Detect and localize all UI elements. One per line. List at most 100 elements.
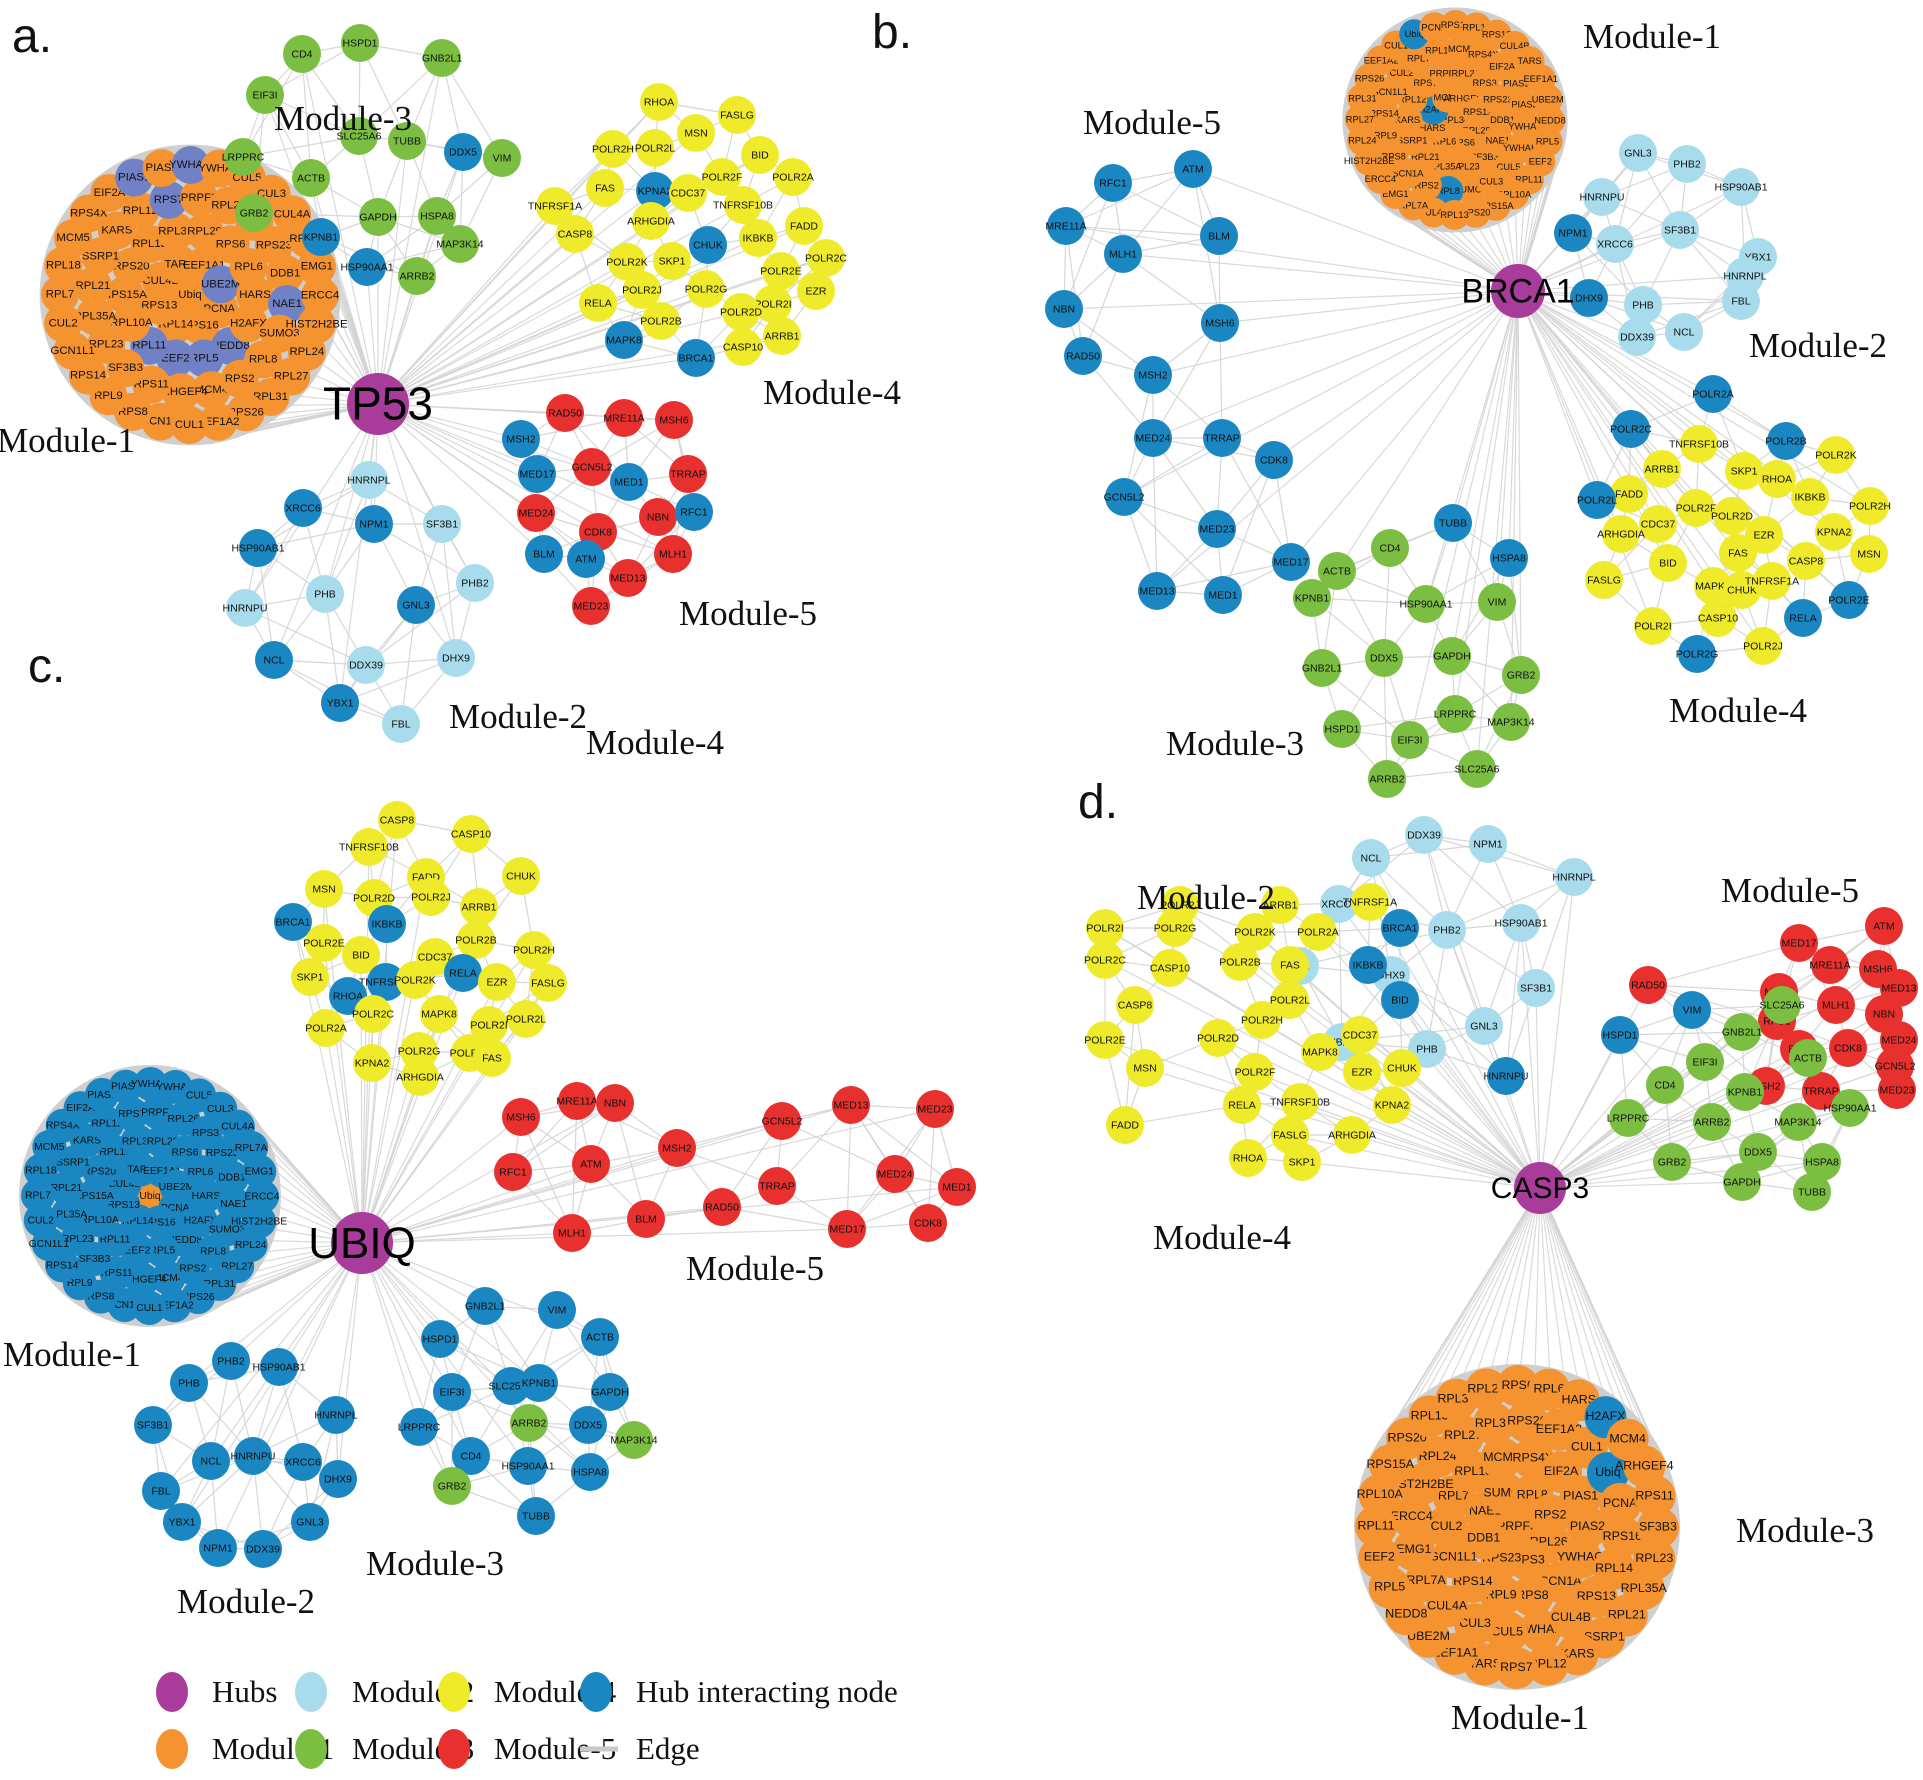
node-FBL[interactable] <box>1722 282 1760 320</box>
node-POLR2G[interactable] <box>1678 635 1716 673</box>
node-GCN5L2[interactable] <box>763 1102 801 1140</box>
node-POLR2E[interactable] <box>305 924 343 962</box>
node-XRCC6[interactable] <box>284 1443 322 1481</box>
node-DDX39[interactable] <box>244 1530 282 1568</box>
node-RFC1[interactable] <box>1094 164 1132 202</box>
node-TNFRSF1A[interactable] <box>1753 562 1791 600</box>
node-POLR2C[interactable] <box>354 995 392 1033</box>
node-RPS16[interactable] <box>1601 1515 1644 1558</box>
node-BRCA1[interactable] <box>1381 909 1419 947</box>
node-RPS2[interactable] <box>175 1251 210 1286</box>
node-RHOA[interactable] <box>1229 1139 1267 1177</box>
node-POLR2K[interactable] <box>1236 913 1274 951</box>
node-VIM[interactable] <box>483 139 521 177</box>
node-RPL5[interactable] <box>185 339 224 378</box>
node-SLC25A6[interactable] <box>492 1367 530 1405</box>
node-RELA[interactable] <box>579 284 617 322</box>
node-LRPPRC[interactable] <box>400 1408 438 1446</box>
node-POLR2A[interactable] <box>1299 913 1337 951</box>
node-DDX5[interactable] <box>569 1406 607 1444</box>
node-POLR2E[interactable] <box>1830 581 1868 619</box>
node-CDK8[interactable] <box>1255 441 1293 479</box>
node-NPM1[interactable] <box>1554 214 1592 252</box>
node-SF3B1[interactable] <box>134 1406 172 1444</box>
node-POLR2J[interactable] <box>623 271 661 309</box>
node-MSN[interactable] <box>1850 535 1888 573</box>
node-POLR2D[interactable] <box>722 293 760 331</box>
node-TUBB[interactable] <box>1793 1173 1831 1211</box>
node-PHB[interactable] <box>170 1364 208 1402</box>
node-CASP10[interactable] <box>724 328 762 366</box>
node-ARRB2[interactable] <box>1693 1103 1731 1141</box>
node-ATM[interactable] <box>567 540 605 578</box>
node-MED23[interactable] <box>916 1090 954 1128</box>
node-MED24[interactable] <box>1134 419 1172 457</box>
node-RPS6[interactable] <box>1496 1365 1539 1408</box>
node-NBN[interactable] <box>1045 290 1083 328</box>
node-ARRB2[interactable] <box>510 1404 548 1442</box>
node-SLC25A6[interactable] <box>340 117 378 155</box>
node-POLR2K[interactable] <box>396 961 434 999</box>
node-ARRB1[interactable] <box>460 888 498 926</box>
node-CDC37[interactable] <box>669 174 707 212</box>
node-RPS26[interactable] <box>1505 1400 1548 1443</box>
node-POLR2L[interactable] <box>1271 981 1309 1019</box>
node-RAD50[interactable] <box>703 1188 741 1226</box>
node-PRPF3[interactable] <box>140 1095 175 1130</box>
node-RHOA[interactable] <box>1758 460 1796 498</box>
node-CUL5[interactable] <box>1486 1611 1529 1654</box>
node-RPS7[interactable] <box>149 180 188 219</box>
node-Ubiq[interactable] <box>171 276 209 314</box>
node-CHUK[interactable] <box>689 226 727 264</box>
node-NBN[interactable] <box>596 1084 634 1122</box>
node-MSH2[interactable] <box>502 420 540 458</box>
node-RPL7[interactable] <box>21 1178 56 1213</box>
node-PIAS2[interactable] <box>108 1069 143 1104</box>
node-NCL[interactable] <box>1665 313 1703 351</box>
node-SKP1[interactable] <box>1283 1143 1321 1181</box>
node-POLR2I[interactable] <box>754 285 792 323</box>
node-MAP3K14[interactable] <box>441 225 479 263</box>
node-FASLG[interactable] <box>718 96 756 134</box>
node-EMG1[interactable] <box>1392 1529 1435 1572</box>
node-ARHGDIA[interactable] <box>1333 1116 1371 1154</box>
node-PIAS2[interactable] <box>1509 89 1540 120</box>
node-MSH2[interactable] <box>658 1129 696 1167</box>
node-POLR2H[interactable] <box>594 130 632 168</box>
node-LRPPRC[interactable] <box>1436 695 1474 733</box>
node-POLR2H[interactable] <box>1243 1001 1281 1039</box>
node-MED13[interactable] <box>609 559 647 597</box>
hub-node-TP53[interactable] <box>347 373 409 435</box>
node-DDX39[interactable] <box>1618 318 1656 356</box>
node-HSPA8[interactable] <box>418 197 456 235</box>
node-ERCC4[interactable] <box>300 276 339 315</box>
node-ARRB2[interactable] <box>1368 760 1406 798</box>
node-EEF1A2[interactable] <box>157 1288 192 1323</box>
node-KPNA2[interactable] <box>353 1044 391 1082</box>
node-EIF3I[interactable] <box>1391 721 1429 759</box>
node-EZR[interactable] <box>797 272 835 310</box>
node-SKP1[interactable] <box>653 242 691 280</box>
node-ARRB1[interactable] <box>1261 886 1299 924</box>
node-GNB2L1[interactable] <box>1303 649 1341 687</box>
node-FBL[interactable] <box>382 705 420 743</box>
node-POLR2F[interactable] <box>703 158 741 196</box>
node-BID[interactable] <box>1649 544 1687 582</box>
node-MED23[interactable] <box>1878 1071 1916 1109</box>
node-POLR2I[interactable] <box>1634 607 1672 645</box>
node-RPL31[interactable] <box>1472 1402 1515 1445</box>
node-RPL9[interactable] <box>1370 120 1401 151</box>
node-POLR2E[interactable] <box>1086 1021 1124 1059</box>
node-EZR[interactable] <box>1343 1053 1381 1091</box>
node-MED24[interactable] <box>517 494 555 532</box>
node-DHX9[interactable] <box>319 1460 357 1498</box>
node-GAPDH[interactable] <box>591 1373 629 1411</box>
node-ARRB1[interactable] <box>1643 450 1681 488</box>
node-VIM[interactable] <box>538 1291 576 1329</box>
node-IKBKB[interactable] <box>1791 478 1829 516</box>
node-MED23[interactable] <box>572 587 610 625</box>
node-BLM[interactable] <box>1200 217 1238 255</box>
node-GRB2[interactable] <box>433 1467 471 1505</box>
node-RELA[interactable] <box>1784 599 1822 637</box>
node-HNRNPU[interactable] <box>1487 1057 1525 1095</box>
